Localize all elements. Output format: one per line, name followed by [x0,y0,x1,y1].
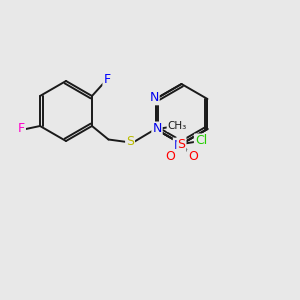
Text: Cl: Cl [195,134,207,148]
Text: N: N [149,91,159,104]
Text: O: O [188,150,198,163]
Text: O: O [165,150,175,163]
Text: F: F [103,73,110,86]
Text: N: N [152,122,162,136]
Text: F: F [18,122,25,136]
Text: N: N [174,139,183,152]
Text: CH₃: CH₃ [167,121,187,131]
Text: S: S [126,135,134,148]
Text: S: S [178,137,185,151]
